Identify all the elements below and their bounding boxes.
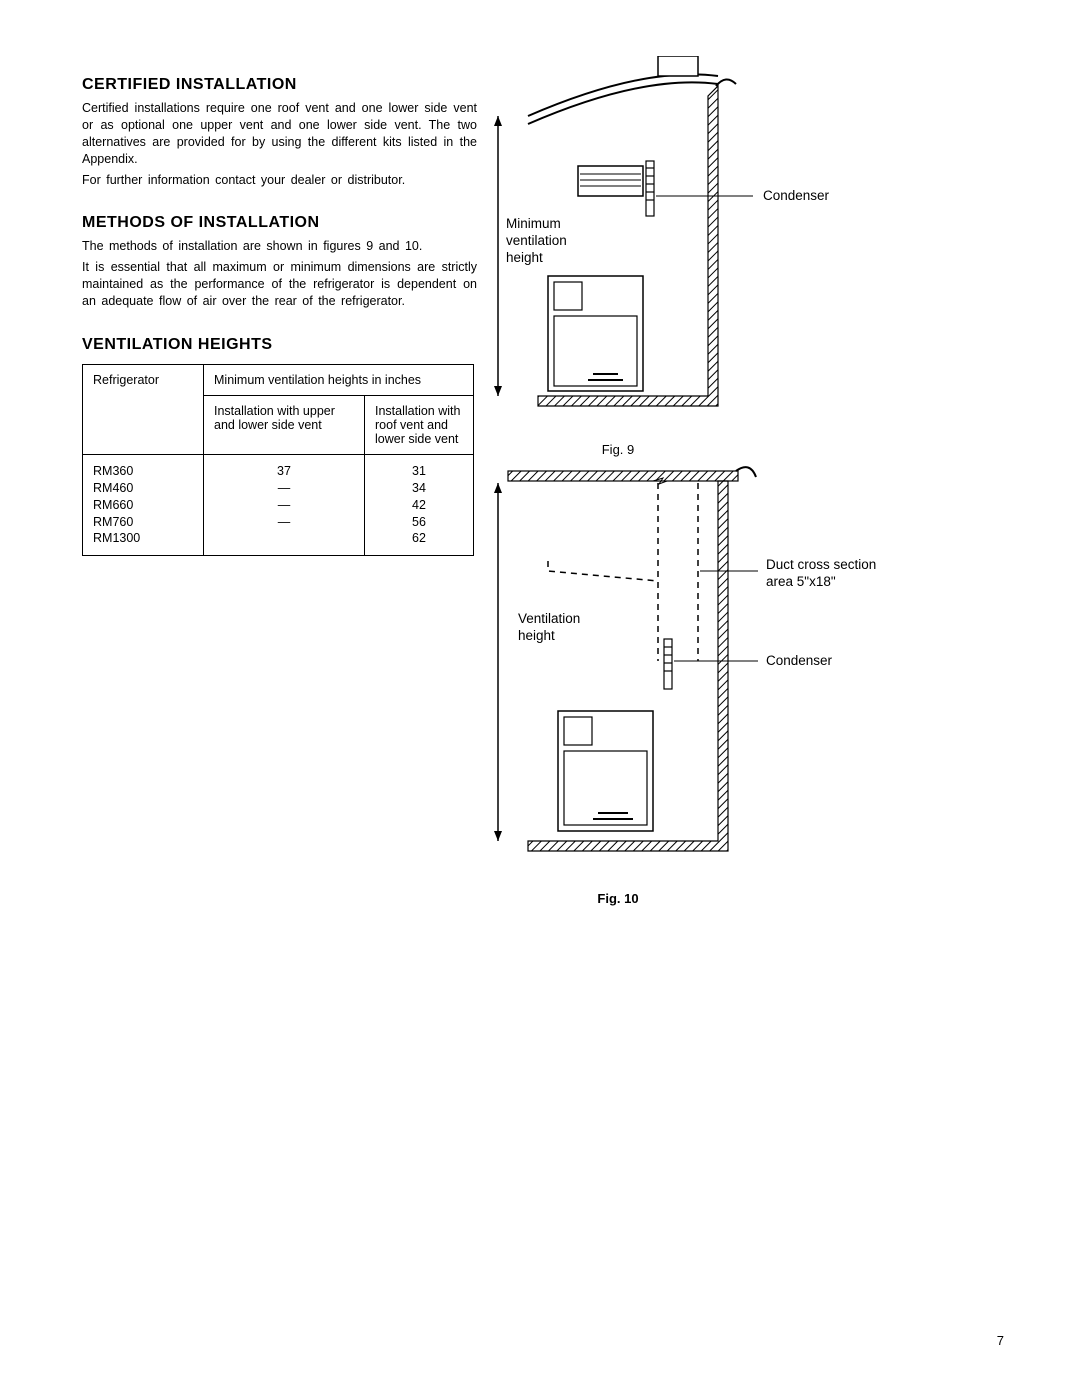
methods-p2: It is essential that all maximum or mini… (82, 259, 477, 310)
certified-p2: For further information contact your dea… (82, 172, 477, 189)
th-sub1: Installation with upper and lower side v… (204, 395, 365, 454)
methods-heading: METHODS OF INSTALLATION (82, 214, 477, 232)
fig10-label-condenser: Condenser (766, 653, 832, 670)
fig10-label-vent: Ventilationheight (518, 611, 608, 645)
fig9-label-minvent: Minimumventilationheight (506, 216, 591, 267)
th-refrigerator: Refrigerator (83, 364, 204, 454)
methods-p1: The methods of installation are shown in… (82, 238, 477, 255)
ventilation-heading: VENTILATION HEIGHTS (82, 336, 477, 354)
certified-p1: Certified installations require one roof… (82, 100, 477, 168)
th-sub2: Installation with roof vent and lower si… (365, 395, 474, 454)
fig10-label-duct: Duct cross section area 5"x18" (766, 557, 876, 591)
fig10-caption: Fig. 10 (488, 891, 748, 906)
fig10-diagram (488, 461, 988, 881)
ventilation-table: Refrigerator Minimum ventilation heights… (82, 364, 474, 556)
fig9-label-condenser: Condenser (763, 188, 829, 205)
certified-heading: CERTIFIED INSTALLATION (82, 76, 477, 94)
td-models: RM360 RM460 RM660 RM760 RM1300 (83, 454, 204, 555)
fig9-caption: Fig. 9 (488, 442, 748, 457)
th-minvent: Minimum ventilation heights in inches (204, 364, 474, 395)
td-colA: 37 — — — (204, 454, 365, 555)
td-colB: 31 34 42 56 62 (365, 454, 474, 555)
page-number: 7 (997, 1333, 1004, 1348)
